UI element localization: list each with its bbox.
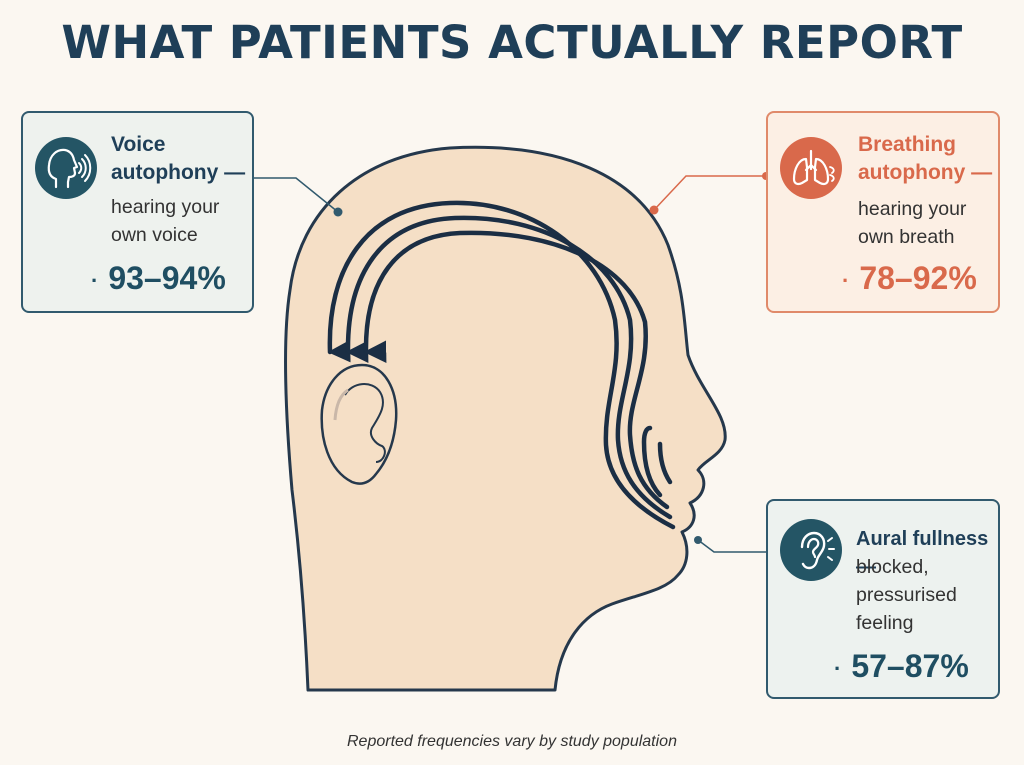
voice-card-title: Voice autophony —: [111, 133, 246, 184]
aural-percentage: 57–87%: [851, 648, 969, 684]
bullet-dot-icon: ·: [842, 267, 850, 293]
breathing-card-description: hearing your own breath: [858, 198, 967, 248]
ear-sound-icon: [780, 519, 842, 581]
breathing-card-title: Breathing autophony —: [858, 133, 993, 184]
aural-fullness-card: Aural fullness — blocked, pressurised fe…: [766, 499, 1000, 699]
bullet-dot-icon: ·: [91, 267, 99, 293]
breathing-card-value: · 78–92%: [842, 259, 977, 300]
connector-aural: [694, 536, 766, 553]
voice-card-value: · 93–94%: [91, 259, 226, 300]
footnote: Reported frequencies vary by study popul…: [347, 733, 677, 750]
voice-autophony-card: Voice autophony — hearing your own voice…: [21, 111, 254, 313]
lungs-icon: [780, 137, 842, 199]
connector-voice: [254, 177, 343, 217]
voice-card-description: hearing your own voice: [111, 196, 220, 246]
speaking-head-icon: [35, 137, 97, 199]
aural-card-title: Aural fullness —: [856, 528, 989, 578]
aural-card-description: blocked, pressurised feeling: [856, 556, 957, 634]
bullet-dot-icon: ·: [834, 655, 842, 681]
aural-card-value: · 57–87%: [834, 647, 969, 688]
page-title: WHAT PATIENTS ACTUALLY REPORT: [61, 16, 963, 69]
voice-percentage: 93–94%: [108, 260, 226, 296]
ear-drawing: [320, 363, 398, 485]
breathing-percentage: 78–92%: [859, 260, 977, 296]
breathing-autophony-card: Breathing autophony — hearing your own b…: [766, 111, 1000, 313]
sound-wave-arcs: [327, 200, 676, 530]
connector-breathing: [649, 172, 770, 215]
